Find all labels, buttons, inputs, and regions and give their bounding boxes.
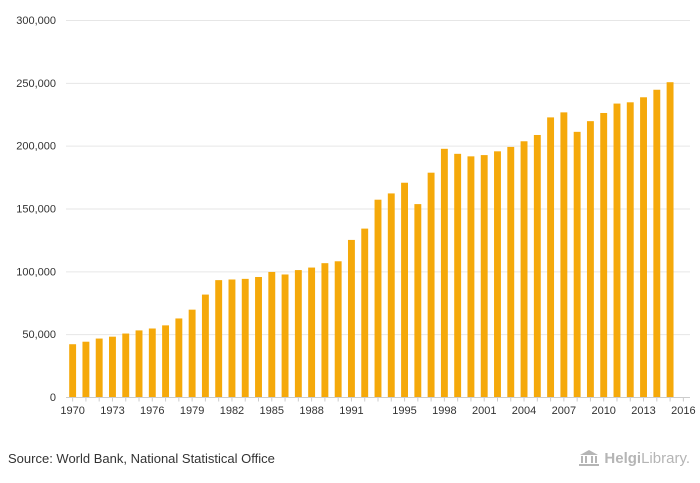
- bar-1970[interactable]: [69, 344, 77, 397]
- bar-1997[interactable]: [427, 172, 435, 397]
- y-tick-label: 250,000: [16, 78, 56, 90]
- bar-series: [69, 82, 674, 398]
- bar-1996[interactable]: [414, 204, 422, 397]
- bar-2006[interactable]: [547, 117, 555, 397]
- bar-1976[interactable]: [148, 328, 156, 397]
- bar-2008[interactable]: [573, 131, 581, 397]
- bar-1981[interactable]: [215, 280, 223, 397]
- x-tick-label: 2013: [631, 405, 655, 417]
- bar-1993[interactable]: [374, 199, 382, 397]
- bar-1982[interactable]: [228, 279, 236, 398]
- bar-2013[interactable]: [640, 97, 647, 397]
- bar-1977[interactable]: [162, 325, 170, 397]
- bar-2003[interactable]: [507, 146, 515, 397]
- y-tick-label: 0: [50, 392, 56, 404]
- bar-1994[interactable]: [387, 193, 395, 397]
- bar-1992[interactable]: [361, 228, 369, 397]
- bar-1998[interactable]: [440, 148, 448, 397]
- bar-1995[interactable]: [401, 182, 408, 397]
- bar-1988[interactable]: [308, 267, 316, 397]
- x-tick-label: 2007: [552, 405, 576, 417]
- bar-1984[interactable]: [255, 276, 262, 397]
- x-tick-label: 1982: [220, 405, 244, 417]
- y-axis-labels: 0 50,000 100,000 150,000 200,000 250,000 300,0…: [16, 15, 56, 404]
- brand-logo[interactable]: HelgiLibrary.: [578, 449, 690, 467]
- bar-2002[interactable]: [494, 151, 501, 397]
- x-tick-label: 2001: [472, 405, 496, 417]
- bar-1989[interactable]: [321, 263, 329, 397]
- bar-1986[interactable]: [281, 274, 289, 397]
- y-tick-label: 50,000: [22, 329, 56, 341]
- bar-1972[interactable]: [95, 338, 103, 397]
- bar-1971[interactable]: [82, 341, 90, 397]
- bar-2015[interactable]: [666, 82, 674, 398]
- x-tick-label: 2010: [591, 405, 615, 417]
- x-tick-label: 2004: [512, 405, 536, 417]
- bar-2012[interactable]: [626, 102, 634, 397]
- bar-1979[interactable]: [188, 309, 196, 397]
- bar-1999[interactable]: [454, 153, 462, 397]
- y-tick-label: 150,000: [16, 204, 56, 216]
- y-tick-label: 100,000: [16, 266, 56, 278]
- x-tick-label: 1988: [299, 405, 323, 417]
- x-axis-ticks: [72, 397, 684, 402]
- bar-chart: 0 50,000 100,000 150,000 200,000 250,000 300,0…: [16, 15, 695, 417]
- x-tick-label: 1979: [180, 405, 204, 417]
- x-tick-label: 1991: [339, 405, 363, 417]
- library-building-icon: [579, 450, 600, 466]
- bar-1973[interactable]: [109, 336, 116, 397]
- bar-1983[interactable]: [241, 278, 249, 397]
- bar-2001[interactable]: [480, 155, 488, 397]
- bar-2005[interactable]: [533, 134, 541, 398]
- bar-2009[interactable]: [586, 121, 594, 397]
- bar-1975[interactable]: [135, 330, 143, 397]
- bar-2004[interactable]: [520, 141, 528, 397]
- x-tick-label: 1998: [432, 405, 456, 417]
- bar-2000[interactable]: [467, 156, 475, 397]
- x-tick-label: 2016: [671, 405, 695, 417]
- x-tick-label: 1973: [100, 405, 124, 417]
- x-axis-labels: 1970 1973 1976 1979 1982 1985 1988 1991 1995 1998…: [60, 405, 695, 417]
- bar-2014[interactable]: [653, 89, 661, 397]
- x-tick-label: 1970: [60, 405, 84, 417]
- bar-1978[interactable]: [175, 318, 183, 397]
- bar-1990[interactable]: [334, 261, 342, 397]
- brand-name: HelgiLibrary.: [604, 449, 690, 467]
- y-tick-label: 200,000: [16, 141, 56, 153]
- bar-2011[interactable]: [613, 103, 621, 397]
- x-tick-label: 1976: [140, 405, 164, 417]
- bar-1974[interactable]: [122, 333, 130, 397]
- bar-1980[interactable]: [201, 294, 209, 397]
- bar-2010[interactable]: [600, 112, 608, 398]
- bar-1987[interactable]: [294, 270, 302, 397]
- source-note: Source: World Bank, National Statistical…: [8, 451, 275, 466]
- bar-1991[interactable]: [347, 239, 355, 397]
- x-tick-label: 1995: [392, 405, 416, 417]
- bar-1985[interactable]: [268, 271, 276, 397]
- bar-2007[interactable]: [560, 112, 568, 398]
- x-tick-label: 1985: [260, 405, 284, 417]
- y-tick-label: 300,000: [16, 15, 56, 27]
